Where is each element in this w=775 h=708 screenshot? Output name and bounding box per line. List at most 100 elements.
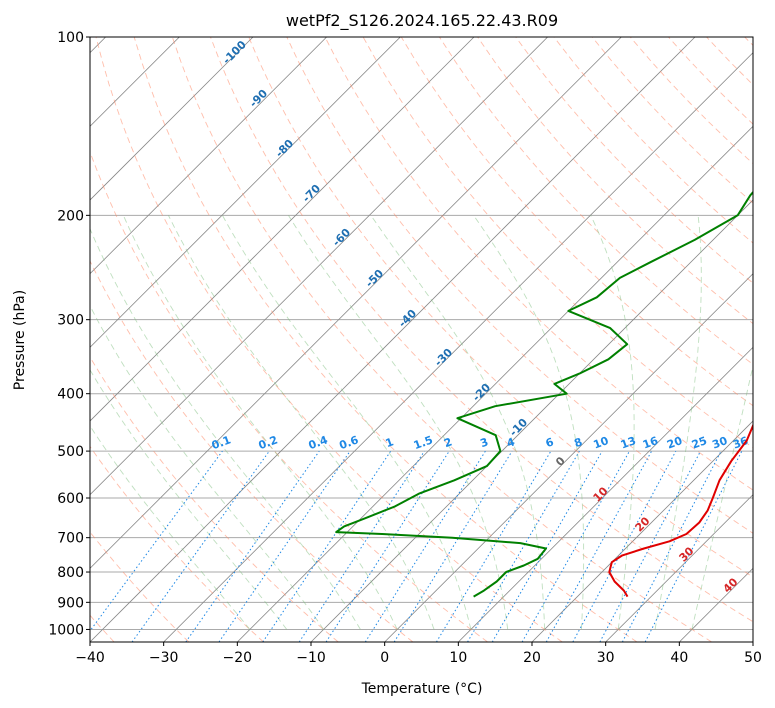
x-axis-label: Temperature (°C) [361, 681, 483, 697]
dry-adiabat-label: -70 [300, 182, 323, 205]
dry-adiabat-label: -80 [273, 137, 296, 160]
isotherm-line [605, 494, 753, 642]
background-lines [90, 37, 753, 642]
profile-series [335, 190, 753, 598]
isotherm-line [90, 37, 401, 348]
x-tick-label: 40 [670, 650, 688, 666]
mixing-ratio-label: 0.4 [307, 433, 330, 452]
dry-adiabat-line [90, 356, 339, 642]
dry-adiabat-label: 40 [721, 575, 741, 595]
dry-adiabat-line [477, 37, 753, 325]
temperature-profile-line [608, 422, 753, 598]
isotherm-line [237, 125, 753, 642]
dry-adiabat-line [553, 37, 753, 244]
y-tick-label: 1000 [48, 622, 84, 638]
y-tick-label: 300 [57, 313, 84, 329]
dry-adiabat-line [706, 37, 753, 86]
moist-adiabat-line [122, 215, 398, 630]
x-tick-label: 20 [523, 650, 541, 666]
dry-adiabat-line [171, 37, 712, 642]
moist-adiabat-line [590, 215, 635, 630]
mixing-ratio-label: 8 [572, 435, 584, 450]
mixing-ratio-line [545, 450, 653, 642]
mixing-ratio-line [90, 450, 223, 632]
dry-adiabat-label: 30 [677, 544, 697, 564]
dry-adiabat-line [286, 37, 753, 534]
dry-adiabat-label: -100 [220, 38, 249, 67]
dry-adiabat-line [90, 150, 488, 642]
mixing-ratio-line [185, 450, 320, 642]
y-tick-label: 500 [57, 444, 84, 460]
dry-adiabat-label: -20 [470, 381, 493, 404]
y-tick-label: 900 [57, 595, 84, 611]
x-tick-label: 10 [449, 650, 467, 666]
isotherm-line [90, 37, 254, 201]
y-axis-ticks: 100 200 300 400 500 600 700 800 900 1000 [48, 30, 90, 638]
dry-adiabat-label: 0 [553, 454, 568, 469]
mixing-ratio-line [521, 450, 630, 642]
moist-adiabat-line [370, 215, 546, 630]
mixing-ratio-label: 36 [731, 434, 750, 452]
dry-adiabat-label: -40 [396, 307, 419, 330]
isotherm-line [90, 37, 696, 642]
mixing-ratio-label: 0.6 [338, 433, 361, 452]
moist-adiabat-line [473, 215, 585, 630]
mixing-ratio-line [131, 450, 270, 642]
dry-adiabat-line [744, 37, 753, 47]
x-axis-ticks: −40 −30 −20 −10 0 10 20 30 40 50 [75, 642, 762, 666]
mixing-ratio-line [218, 450, 351, 642]
moist-adiabat-line [288, 215, 509, 630]
isotherm-line [90, 37, 475, 422]
mixing-ratio-label: 16 [641, 434, 660, 452]
moist-adiabat-line [167, 215, 435, 630]
x-tick-label: −30 [149, 650, 179, 666]
mixing-ratio-line [467, 450, 580, 642]
isotherm-line [458, 346, 753, 642]
dry-adiabat-line [90, 445, 264, 642]
x-tick-label: −20 [223, 650, 253, 666]
x-tick-label: 30 [597, 650, 615, 666]
mixing-ratio-label: 30 [710, 434, 729, 452]
mixing-ratio-label: 20 [665, 434, 684, 452]
mixing-ratio-line [435, 450, 552, 642]
dry-adiabat-label: -50 [363, 267, 386, 290]
y-axis-label: Pressure (hPa) [12, 290, 28, 390]
moist-adiabat-line [654, 215, 702, 630]
dry-adiabat-line [210, 37, 753, 623]
dry-adiabat-line [90, 259, 414, 642]
y-tick-label: 600 [57, 491, 84, 507]
dry-adiabat-line [133, 37, 638, 642]
dry-adiabat-line [439, 37, 753, 365]
isotherm-line [531, 420, 753, 642]
moist-adiabat-line [90, 425, 251, 630]
mixing-ratio-label: 1.5 [412, 433, 435, 452]
mixing-ratio-line [393, 450, 513, 642]
x-tick-label: 0 [380, 650, 389, 666]
isotherm-line [384, 273, 753, 642]
x-tick-label: 50 [744, 650, 762, 666]
moist-adiabat-line [90, 304, 324, 630]
moist-adiabat-line [90, 227, 361, 630]
dry-adiabat-line [515, 37, 753, 284]
mixing-ratio-line [491, 450, 603, 642]
mixing-ratio-label: 4 [505, 435, 517, 450]
mixing-ratio-label: 10 [592, 434, 611, 452]
mixing-ratio-line [298, 450, 425, 642]
dry-adiabat-label: -90 [247, 87, 270, 110]
isotherm-line [752, 641, 753, 642]
y-tick-label: 200 [57, 208, 84, 224]
chart-title: wetPf2_S126.2024.165.22.43.R09 [286, 11, 558, 31]
mixing-ratio-label: 0.2 [257, 433, 280, 452]
dry-adiabat-line [95, 37, 563, 642]
isotherm-line [90, 37, 548, 496]
y-tick-label: 100 [57, 30, 84, 46]
mixing-ratio-label: 6 [544, 435, 556, 450]
dewpoint-profile-line [335, 190, 753, 598]
dry-adiabat-line [324, 37, 753, 491]
dry-adiabat-line [90, 531, 190, 642]
mixing-ratio-line [364, 450, 486, 642]
mixing-ratio-line [325, 450, 450, 642]
dry-adiabat-label: -60 [330, 226, 353, 249]
y-tick-label: 700 [57, 531, 84, 547]
